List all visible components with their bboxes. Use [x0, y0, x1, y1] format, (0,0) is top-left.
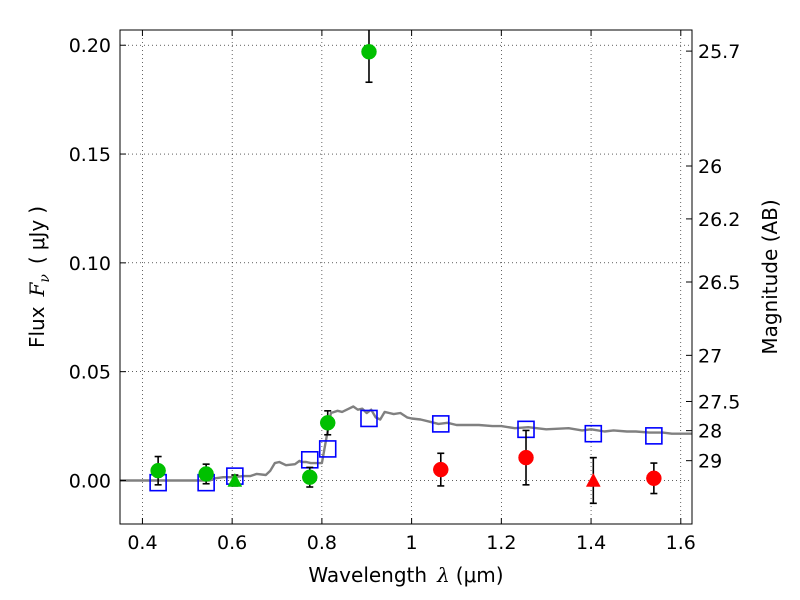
- y-tick-label: 0.15: [69, 144, 111, 166]
- x-tick-label: 1.2: [486, 532, 516, 554]
- y-axis-label: FluxFν(μJy): [25, 206, 53, 348]
- y-tick-label: 0.10: [69, 253, 111, 275]
- optical-detection-point: [198, 466, 214, 482]
- y2-axis-label: Magnitude (AB): [758, 199, 782, 354]
- y2-tick-label: 28: [698, 421, 722, 443]
- x-tick-label: 0.6: [217, 532, 247, 554]
- x-tick-label: 0.8: [307, 532, 337, 554]
- model-photometry-square: [431, 415, 450, 433]
- model-photometry-square: [360, 409, 378, 428]
- x-tick-label: 1.6: [666, 532, 696, 554]
- y2-tick-label: 26.5: [698, 272, 740, 294]
- x-tick-label: 1.4: [576, 532, 606, 554]
- y-tick-label: 0.05: [69, 362, 111, 384]
- optical-detection-point: [302, 469, 318, 485]
- plot-content: [120, 30, 692, 505]
- optical-detection-point: [150, 462, 166, 479]
- optical-detection-point: [361, 44, 377, 60]
- model-photometry-square: [584, 424, 603, 443]
- nir-detection-point: [518, 449, 534, 466]
- y2-tick-label: 26: [698, 156, 722, 178]
- x-axis-label: Wavelength λ (μm): [308, 563, 503, 587]
- model-sed-line: [120, 405, 692, 482]
- y2-tick-label: 25.7: [698, 41, 740, 63]
- optical-upper-limit-marker: [227, 472, 243, 487]
- y2-tick-label: 27: [698, 345, 722, 367]
- model-photometry-square: [318, 440, 337, 458]
- y-tick-label: 0.20: [69, 35, 111, 57]
- nir-detection-point: [433, 461, 449, 478]
- model-photometry-square: [645, 427, 663, 445]
- nir-detection-point: [646, 470, 662, 487]
- tick-layer: 0.4 0.6 0.8 1 1.2 1.4 1.6 0.00 0.05 0.10 0.15 0.20 2…: [69, 30, 740, 554]
- x-tick-label: 1: [406, 532, 418, 554]
- x-tick-label: 0.4: [127, 532, 157, 554]
- axes-frame: [119, 29, 693, 525]
- y-tick-label: 0.00: [69, 470, 111, 492]
- nir-upper-limit-marker: [585, 472, 601, 487]
- y2-tick-label: 29: [698, 451, 722, 473]
- y2-tick-label: 26.2: [698, 209, 740, 231]
- optical-detection-point: [319, 415, 336, 431]
- y2-tick-label: 27.5: [698, 391, 740, 413]
